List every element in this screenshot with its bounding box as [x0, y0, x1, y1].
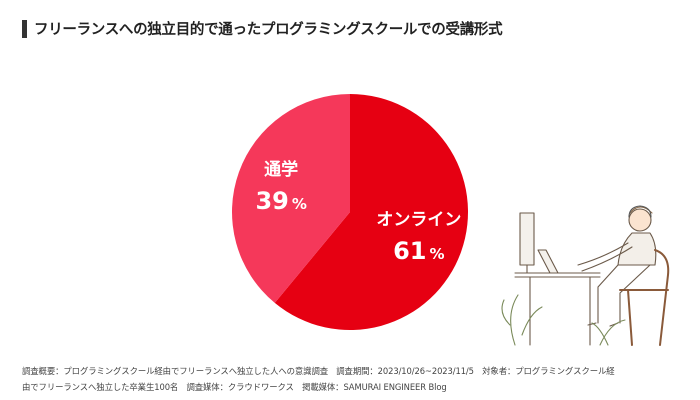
slice-label-1: オンライン	[376, 210, 461, 230]
slice-value-number-1: 61	[393, 237, 426, 265]
person-at-computer-illustration	[501, 205, 670, 346]
slice-label-2: 通学	[264, 159, 298, 180]
slice-value-1: 61%	[393, 237, 444, 265]
footnote-line-2: 由でフリーランスへ独立した卒業生100名 調査媒体：クラウドワークス 掲載媒体：…	[22, 382, 447, 392]
survey-footnote: 調査概要：プログラミングスクール経由でフリーランスへ独立した人への意識調査 調査…	[22, 363, 682, 395]
footnote-line-1: 調査概要：プログラミングスクール経由でフリーランスへ独立した人への意識調査 調査…	[22, 366, 615, 376]
pie-slice-1	[274, 94, 469, 330]
slice-value-unit-2: %	[292, 195, 307, 213]
title-accent-bar	[22, 20, 27, 38]
pie-slice-2	[232, 93, 350, 303]
pie-chart: オンライン 61 % 通学 39%	[232, 93, 469, 330]
slice-value-unit-1: %	[430, 245, 445, 263]
chart-title: フリーランスへの独立目的で通ったプログラミングスクールでの受講形式	[34, 22, 503, 38]
slice-value-2: 39%	[255, 187, 306, 215]
slice-value-number-2: 39	[255, 187, 288, 215]
